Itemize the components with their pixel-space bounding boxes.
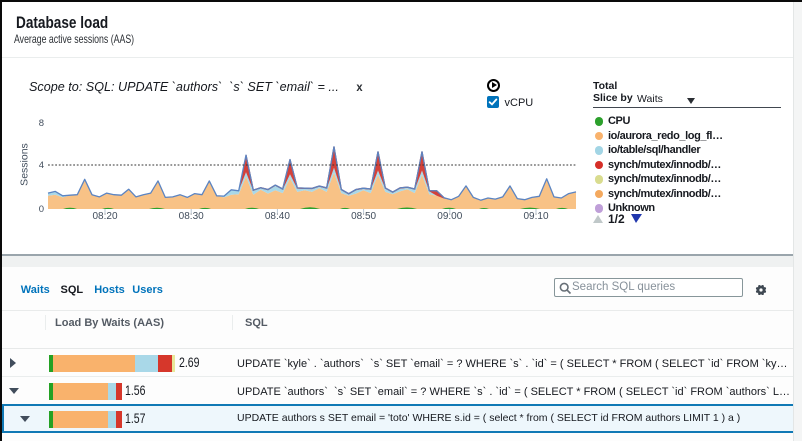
svg-text:0: 0 bbox=[39, 204, 44, 215]
svg-text:08:20: 08:20 bbox=[92, 211, 117, 222]
svg-text:08:40: 08:40 bbox=[265, 211, 290, 222]
svg-text:08:50: 08:50 bbox=[351, 211, 376, 222]
svg-text:8: 8 bbox=[39, 118, 44, 129]
svg-text:09:00: 09:00 bbox=[437, 211, 462, 222]
svg-text:09:10: 09:10 bbox=[523, 211, 548, 222]
svg-text:4: 4 bbox=[39, 160, 44, 171]
svg-text:08:30: 08:30 bbox=[179, 211, 204, 222]
